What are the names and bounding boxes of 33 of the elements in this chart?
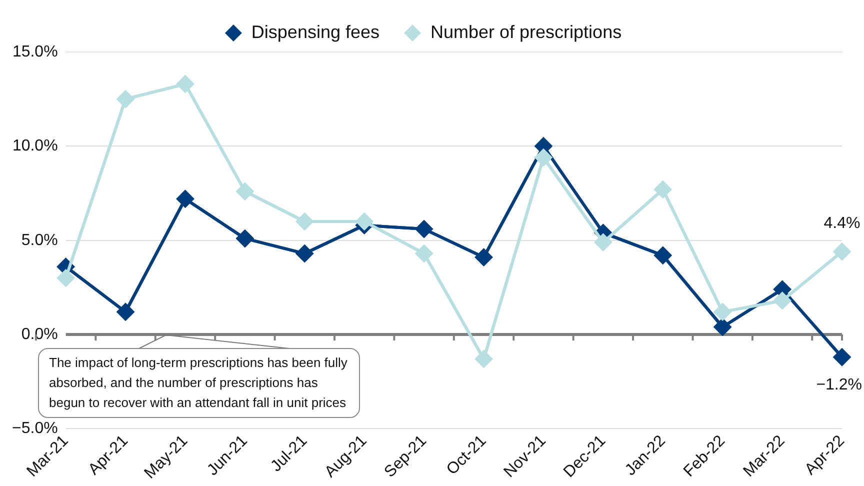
- legend-label: Dispensing fees: [251, 22, 380, 42]
- point: [176, 76, 194, 93]
- point: [236, 230, 254, 247]
- point: [416, 245, 433, 262]
- y-tick-label: −5.0%: [12, 420, 58, 438]
- point: [416, 220, 433, 238]
- point: [117, 90, 134, 108]
- annotation: The impact of long-term prescriptions has been fully absorbed, and the number of prescriptions has begun to recover with an attendant fall in unit prices: [38, 348, 360, 418]
- legend-label: Number of prescriptions: [430, 22, 622, 42]
- point: [296, 245, 314, 262]
- point: [236, 182, 254, 200]
- point: [534, 148, 552, 166]
- point: [176, 190, 194, 208]
- point: [654, 180, 672, 198]
- point: [57, 270, 74, 287]
- point: [117, 303, 134, 320]
- point: [475, 350, 492, 368]
- point: [356, 213, 373, 230]
- point: [714, 318, 732, 336]
- point: [296, 213, 314, 230]
- y-tick-label: 5.0%: [21, 232, 58, 249]
- point: [774, 292, 791, 310]
- data-label: 4.4%: [824, 215, 860, 232]
- point: [594, 234, 612, 251]
- data-label: −1.2%: [816, 376, 862, 394]
- point: [475, 248, 492, 266]
- y-tick-label: 10.0%: [12, 138, 58, 155]
- point: [714, 303, 732, 320]
- point: [654, 246, 672, 264]
- y-tick-label: 0.0%: [21, 326, 58, 343]
- point: [834, 348, 850, 366]
- y-tick-label: 15.0%: [12, 43, 58, 60]
- point: [834, 243, 850, 260]
